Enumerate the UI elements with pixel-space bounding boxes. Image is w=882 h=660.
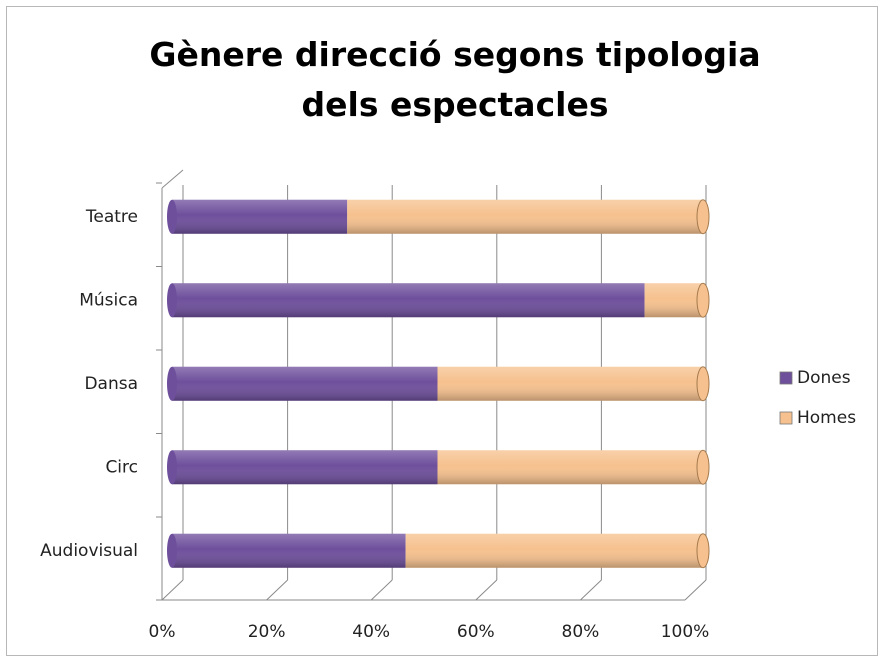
bar-cap [696,199,710,235]
x-tick-label: 0% [149,622,176,642]
bar-shade [644,283,703,318]
bar-shade [172,199,348,234]
legend-swatch [779,371,793,385]
bar-cap [167,366,177,401]
bar-cap [696,449,710,485]
bar-cap [696,533,710,569]
grid-line [684,579,707,601]
grid-line [475,579,498,601]
x-tick-label: 100% [661,622,710,642]
x-tick-label: 40% [352,622,390,642]
bar-shade [437,366,703,401]
bar-shade [172,533,406,568]
y-tick-label: Circ [105,457,138,477]
grid-line [266,579,288,601]
bar-shade [172,283,645,318]
bar-shade [437,450,703,485]
legend-label: Dones [797,368,851,388]
bar-shade [172,366,438,401]
y-tick-label: Audiovisual [40,541,138,561]
grid-line [370,579,393,601]
x-tick-label: 20% [248,622,286,642]
bar-cap [167,533,177,568]
x-tick-label: 80% [562,622,600,642]
grid-line [580,579,602,601]
y-axis-back [161,169,184,189]
bar-shade [405,533,703,568]
y-tick-label: Música [79,290,138,310]
legend-label: Homes [797,408,856,428]
y-tick-label: Teatre [85,207,138,227]
bar-cap [167,283,177,318]
bar-cap [167,450,177,485]
x-tick-label: 60% [457,622,495,642]
bar-shade [172,450,438,485]
chart-title: Gènere direcció segons tipologia dels es… [149,35,761,124]
legend-swatch [779,411,793,425]
bar-shade [347,199,703,234]
bar-cap [696,282,710,318]
bar-cap [167,199,177,234]
bar-cap [696,366,710,402]
y-tick-label: Dansa [84,374,138,394]
grid-line [161,579,184,601]
